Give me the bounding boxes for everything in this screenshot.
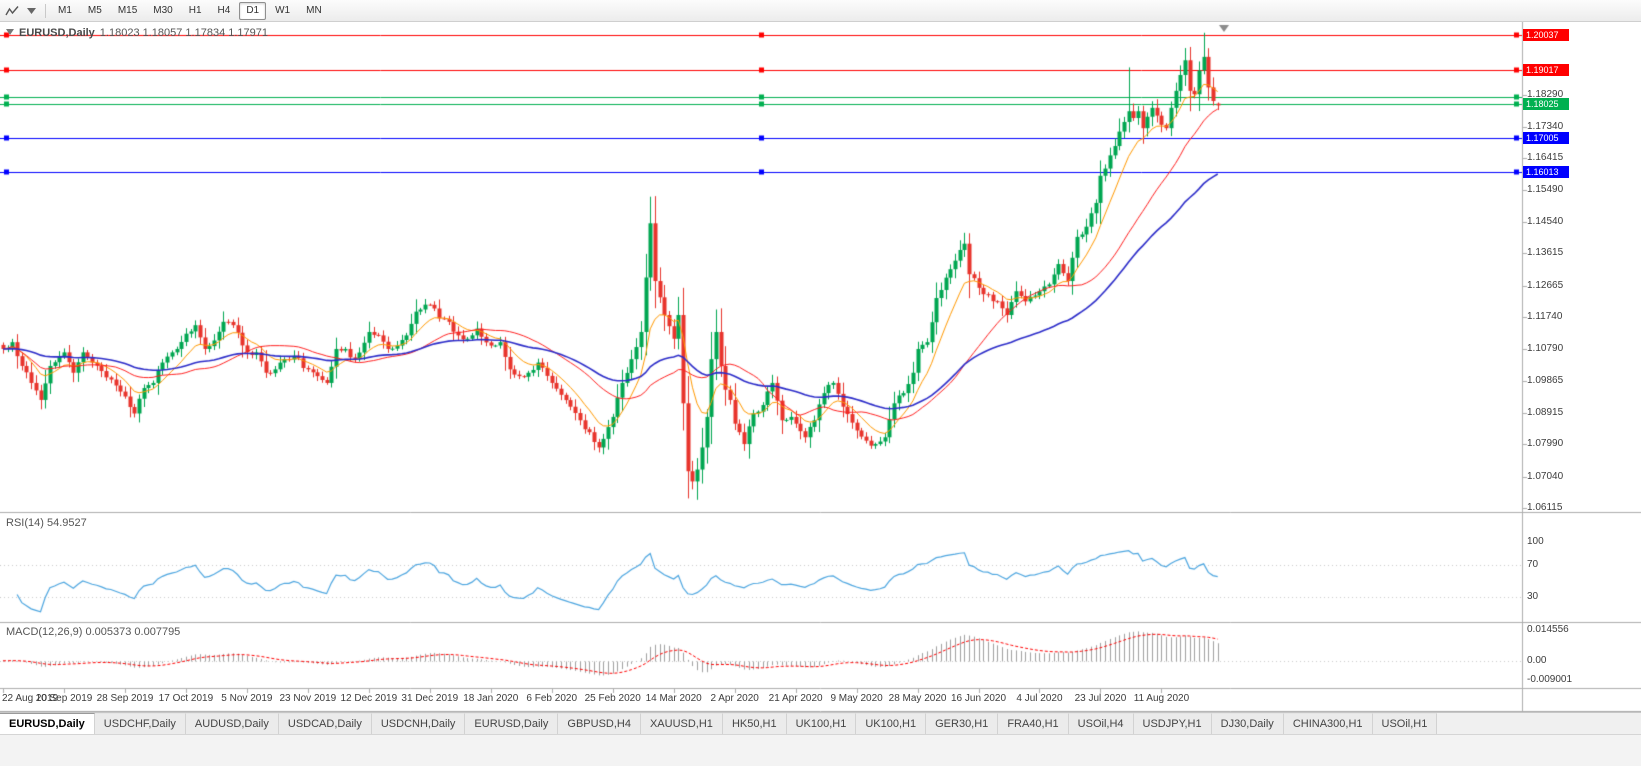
chart-tab-dj30-daily[interactable]: DJ30,Daily [1211,713,1284,734]
chart-tab-usdjpy-h1[interactable]: USDJPY,H1 [1133,713,1212,734]
status-bar [0,734,1641,766]
timeframe-buttons: M1 M5 M15 M30 H1 H4 D1 W1 MN [50,1,330,20]
chart-tab-usoil-h1[interactable]: USOil,H1 [1372,713,1438,734]
timeframe-button-w1[interactable]: W1 [275,4,291,16]
dropdown-caret-icon[interactable] [22,2,40,20]
chart-tab-usdchf-daily[interactable]: USDCHF,Daily [94,713,186,734]
timeframe-button-d1[interactable]: D1 [239,1,267,20]
chart-tab-china300-h1[interactable]: CHINA300,H1 [1283,713,1373,734]
chart-tab-xauusd-h1[interactable]: XAUUSD,H1 [640,713,723,734]
timeframe-button-m5[interactable]: M5 [87,4,102,16]
price-chart-canvas[interactable] [0,22,1641,712]
chart-tab-uk100-h1[interactable]: UK100,H1 [786,713,857,734]
chart-tab-usdcnh-daily[interactable]: USDCNH,Daily [371,713,466,734]
chart-tab-usoil-h4[interactable]: USOil,H4 [1068,713,1134,734]
timeframe-toolbar: M1 M5 M15 M30 H1 H4 D1 W1 MN [0,0,1641,22]
chart-tab-eurusd-daily[interactable]: EURUSD,Daily [465,713,559,734]
chart-tab-eurusd-daily[interactable]: EURUSD,Daily [0,713,95,734]
chart-tab-gbpusd-h4[interactable]: GBPUSD,H4 [558,713,641,734]
timeframe-button-m1[interactable]: M1 [58,4,72,16]
timeframe-button-h4[interactable]: H4 [217,4,231,16]
chart-tab-usdcad-daily[interactable]: USDCAD,Daily [278,713,372,734]
chart-tab-bar: EURUSD,Daily USDCHF,Daily AUDUSD,Daily USDC… [0,712,1641,734]
chart-tab-ger30-h1[interactable]: GER30,H1 [926,713,999,734]
timeframe-button-m30[interactable]: M30 [153,4,173,16]
chart-tab-audusd-daily[interactable]: AUDUSD,Daily [185,713,279,734]
toolbar-separator [45,3,46,18]
chart-tab-hk50-h1[interactable]: HK50,H1 [722,713,787,734]
chart-line-icon[interactable] [3,2,21,20]
timeframe-button-m15[interactable]: M15 [117,4,138,16]
chart-window: EURUSD,Daily 1.18023 1.18057 1.17834 1.1… [0,22,1641,712]
timeframe-button-mn[interactable]: MN [306,4,322,16]
timeframe-button-h1[interactable]: H1 [188,4,202,16]
chart-tab-fra40-h1[interactable]: FRA40,H1 [998,713,1069,734]
chart-tab-uk100-h1[interactable]: UK100,H1 [856,713,927,734]
